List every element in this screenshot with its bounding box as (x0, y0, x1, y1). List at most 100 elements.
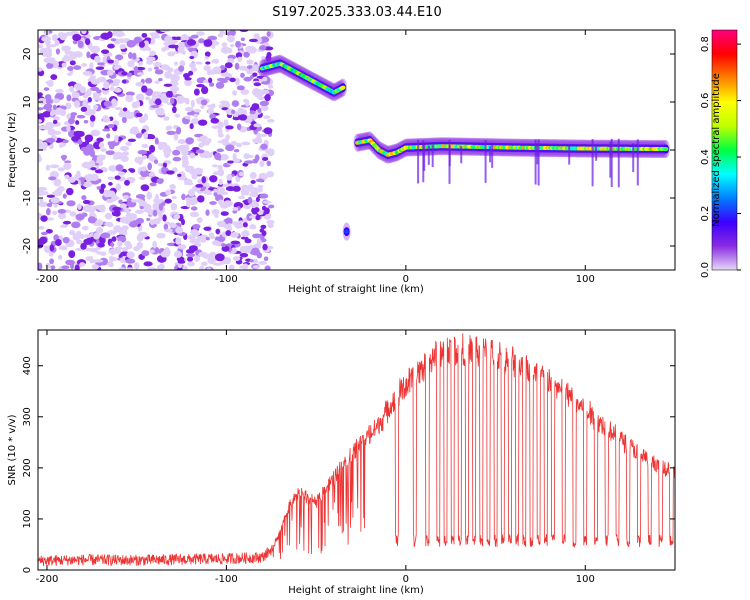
spectrogram-noise-blob (86, 51, 91, 59)
spectrogram-noise-blob (267, 148, 275, 157)
spectrogram-noise-blob (118, 199, 123, 204)
spectrogram-noise-blob (170, 223, 177, 229)
spectrogram-noise-blob (96, 137, 104, 142)
spectrogram-noise-blob (200, 239, 207, 243)
spectrogram-noise-blob (45, 137, 56, 143)
spectrogram-noise-blob (67, 66, 74, 71)
spectrogram-noise-blob (242, 263, 249, 270)
spectrogram-noise-blob (149, 249, 155, 254)
spectrogram-noise-blob (89, 62, 94, 70)
spectrogram-noise-blob (152, 240, 157, 249)
spectrogram-noise-blob (79, 234, 85, 240)
spectrogram-noise-blob (90, 45, 101, 54)
spectrogram-noise-blob (117, 38, 127, 44)
spectrogram-noise-blob (169, 184, 176, 191)
spectrogram-noise-blob (197, 178, 202, 185)
spectrogram-noise-blob (192, 223, 201, 230)
spectrogram-noise-blob (154, 80, 160, 85)
spectrogram-noise-blob (107, 176, 115, 180)
spectrogram-noise-blob (150, 104, 160, 109)
spectrogram-noise-blob (183, 144, 190, 151)
spectrogram-noise-blob (90, 167, 97, 171)
spectrogram-noise-blob (183, 72, 190, 79)
spectrogram-noise-blob (241, 184, 249, 190)
spectrogram-noise-blob (52, 210, 58, 216)
spectrogram-noise-blob (76, 114, 86, 119)
spectrogram-noise-blob (69, 211, 77, 217)
spectrogram-noise-blob (136, 72, 145, 76)
spectrogram-noise-blob (217, 127, 223, 135)
spectrogram-noise-blob (128, 52, 133, 59)
spectrogram-noise-blob (122, 194, 130, 200)
spectrogram-noise-blob (39, 197, 44, 203)
spectrogram-noise-blob (146, 56, 156, 62)
spectrogram-noise-blob (177, 244, 187, 250)
spectrogram-noise-blob (176, 126, 182, 135)
spectrogram-noise-blob (49, 111, 55, 117)
spectrogram-noise-blob (212, 67, 217, 75)
spectrogram-noise-blob (207, 35, 218, 41)
spectrogram-noise-blob (247, 196, 253, 204)
spectrogram-noise-blob (82, 71, 93, 76)
spectrogram-noise-blob (90, 86, 100, 91)
spectrogram-noise-blob (225, 230, 232, 236)
spectrogram-noise-blob (91, 264, 100, 270)
spectrogram-noise-blob (134, 262, 140, 270)
spectrogram-noise-blob (258, 186, 263, 193)
spectrogram-noise-blob (216, 148, 224, 153)
spectrogram-noise-blob (211, 125, 221, 129)
spectrogram-noise-blob (240, 72, 245, 78)
spectrogram-noise-blob (94, 205, 104, 210)
spectrogram-noise-blob (267, 204, 275, 209)
spectrogram-noise-blob (175, 237, 182, 245)
spectrogram-noise-blob (103, 81, 110, 90)
spectrogram-noise-blob (121, 71, 128, 76)
spectrogram-noise-blob (156, 232, 166, 239)
spectrogram-noise-blob (81, 195, 87, 201)
spectrogram-noise-blob (223, 218, 232, 223)
spectrogram-noise-blob (191, 173, 198, 180)
spectrogram-noise-blob (121, 51, 127, 55)
spectrogram-noise-blob (57, 255, 63, 260)
spectrogram-noise-blob (147, 67, 153, 72)
spectrogram-noise-blob (187, 234, 197, 240)
spectrogram-noise-blob (139, 176, 146, 180)
spectrogram-noise-blob (89, 173, 99, 182)
spectrogram-noise-blob (100, 32, 110, 40)
spectrogram-noise-blob (157, 112, 166, 116)
spectrogram-noise-blob (69, 60, 76, 66)
spectrogram-noise-blob (110, 85, 115, 92)
spectrogram-noise-blob (190, 118, 200, 125)
spectrogram-noise-blob (231, 100, 239, 108)
spectrogram-noise-blob (208, 77, 213, 84)
spectrogram-noise-blob (73, 65, 82, 71)
spectrogram-noise-blob (156, 217, 162, 222)
spectrogram-noise-blob (174, 113, 181, 118)
spectrogram-noise-blob (54, 188, 63, 197)
spectrogram-noise-blob (225, 144, 235, 152)
spectrogram-noise-blob (239, 30, 249, 33)
spectrogram-noise-blob (119, 145, 129, 152)
spectrogram-noise-blob (230, 240, 241, 245)
spectrogram-noise-blob (116, 248, 121, 255)
spectrogram-noise-blob (86, 88, 92, 97)
spectrogram-noise-blob (186, 256, 194, 262)
spectrogram-noise-blob (111, 236, 117, 242)
spectrogram-noise-blob (76, 170, 81, 177)
spectrogram-noise-blob (252, 88, 261, 97)
spectrogram-noise-blob (94, 169, 104, 174)
spectrogram-noise-blob (147, 162, 153, 171)
spectrogram-noise-blob (54, 39, 60, 47)
spectrogram-noise-blob (123, 207, 130, 213)
spectrogram-noise-blob (66, 94, 72, 102)
spectrogram-noise-blob (153, 91, 162, 96)
spectrogram-noise-blob (141, 143, 149, 149)
spectrogram-noise-blob (175, 95, 185, 102)
spectrogram-noise-blob (196, 77, 205, 84)
spectrogram-noise-blob (205, 209, 210, 216)
spectrogram-noise-blob (167, 51, 176, 57)
spectrogram-noise-blob (61, 265, 70, 270)
spectrogram-noise-blob (38, 67, 43, 72)
spectrogram-noise-blob (197, 195, 205, 203)
